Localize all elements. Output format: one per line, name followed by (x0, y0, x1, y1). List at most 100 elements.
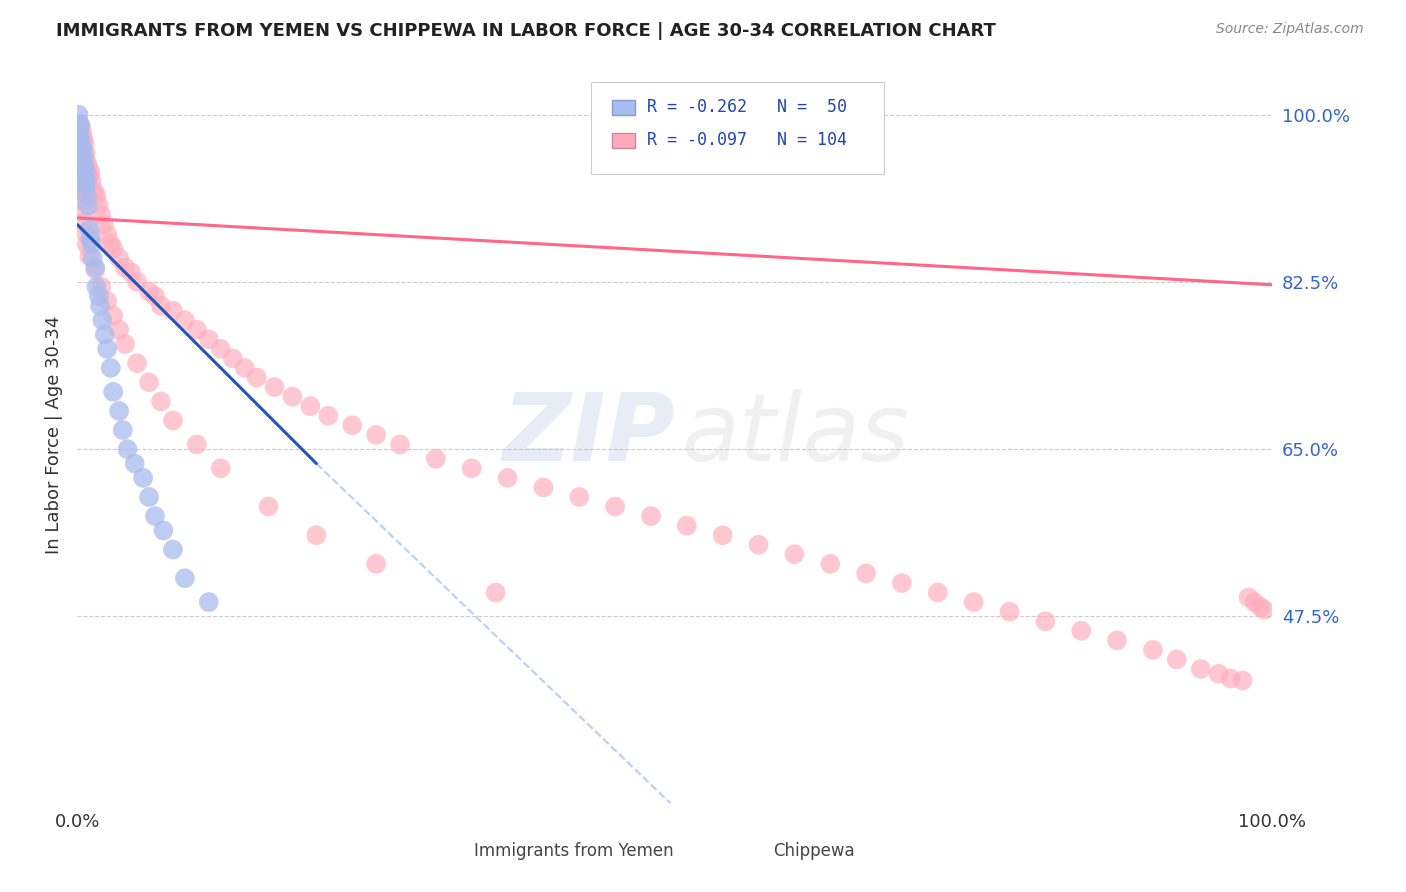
Point (79, 232, 101, 246)
Bar (741, 843, 762, 856)
Point (76, 175, 98, 189)
Point (73, 151, 96, 165)
Point (96, 293, 118, 308)
Point (76, 155, 98, 169)
Point (318, 409, 340, 423)
Point (75, 226, 97, 240)
Point (96, 227, 118, 242)
Bar (612, 133, 636, 148)
Point (257, 500, 280, 514)
Point (72, 145, 94, 160)
Point (93, 218, 115, 232)
Point (186, 437, 208, 451)
Point (186, 323, 208, 337)
Point (73, 175, 96, 189)
Point (70, 184, 93, 198)
Point (998, 605, 1021, 619)
Point (90, 279, 112, 293)
Point (281, 390, 304, 404)
Point (748, 538, 770, 552)
Text: R = -0.097   N = 104: R = -0.097 N = 104 (647, 131, 848, 150)
Point (1232, 673, 1254, 688)
Point (70, 119, 93, 133)
Point (67, 145, 90, 160)
Point (89, 299, 111, 313)
Point (138, 285, 160, 299)
Point (209, 461, 232, 475)
Point (927, 585, 949, 599)
Point (79, 169, 101, 184)
Point (484, 585, 508, 599)
Point (1107, 633, 1129, 648)
Point (1166, 652, 1188, 666)
Point (568, 490, 591, 504)
Point (711, 528, 734, 542)
Point (1189, 662, 1212, 676)
Point (72, 203, 94, 218)
Point (94, 327, 117, 342)
Point (1253, 603, 1275, 617)
Point (127, 356, 149, 370)
Point (640, 509, 662, 524)
Point (83, 184, 105, 198)
Point (96, 342, 118, 356)
Point (174, 313, 197, 327)
Point (162, 413, 184, 427)
Point (366, 427, 388, 442)
Point (72, 145, 94, 160)
Point (1237, 591, 1260, 605)
FancyBboxPatch shape (592, 81, 884, 174)
Point (76, 189, 98, 203)
Point (111, 423, 134, 437)
Point (90, 208, 112, 222)
Point (69, 141, 91, 155)
Point (76, 237, 98, 252)
Point (1070, 624, 1092, 638)
Point (1142, 643, 1164, 657)
Text: atlas: atlas (681, 389, 910, 481)
Point (70, 138, 93, 153)
Point (73, 136, 96, 151)
Point (77, 198, 100, 212)
Point (70, 165, 93, 179)
Point (246, 370, 269, 384)
Text: Source: ZipAtlas.com: Source: ZipAtlas.com (1216, 22, 1364, 37)
Point (461, 461, 484, 475)
Point (425, 451, 447, 466)
Point (69, 175, 91, 189)
Point (69, 141, 91, 155)
Point (108, 404, 131, 418)
Point (1208, 666, 1230, 681)
Point (143, 289, 166, 303)
Point (87, 289, 110, 303)
Point (496, 471, 519, 485)
Point (1243, 595, 1265, 609)
Point (533, 480, 555, 494)
Point (100, 361, 122, 376)
Point (150, 299, 173, 313)
Point (72, 169, 94, 184)
Point (891, 576, 914, 591)
Point (70, 135, 93, 149)
Y-axis label: In Labor Force | Age 30-34: In Labor Force | Age 30-34 (45, 316, 63, 554)
Point (67, 117, 90, 131)
Point (79, 222, 101, 236)
Point (676, 518, 699, 533)
Point (263, 380, 285, 394)
Point (86, 279, 108, 293)
Point (114, 337, 136, 351)
Point (233, 361, 256, 376)
Point (69, 117, 91, 131)
Point (605, 500, 627, 514)
Point (100, 236, 122, 251)
Point (120, 265, 142, 279)
Text: R = -0.262   N =  50: R = -0.262 N = 50 (647, 98, 848, 116)
Point (79, 165, 101, 179)
Point (91, 313, 114, 327)
Point (82, 251, 104, 265)
Point (117, 442, 139, 457)
Point (209, 342, 232, 356)
Point (138, 490, 160, 504)
Point (103, 242, 124, 256)
Point (80, 236, 103, 251)
